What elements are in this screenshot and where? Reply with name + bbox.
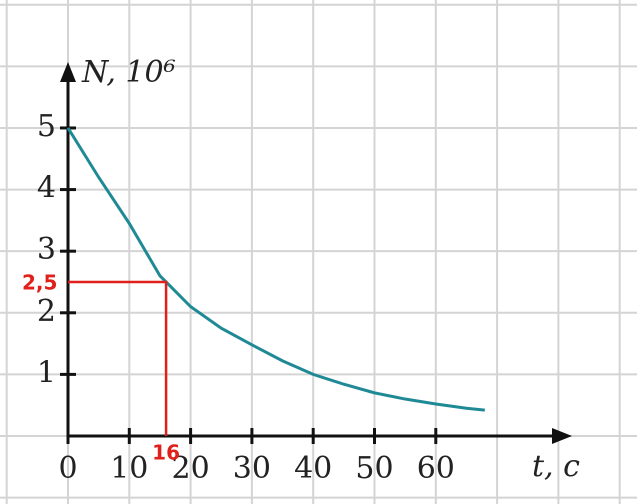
y-tick-label: 1 — [37, 355, 56, 390]
x-tick-label: 10 — [110, 451, 148, 486]
x-axis-arrow — [552, 428, 572, 444]
y-axis-label: N, 10⁶ — [81, 55, 176, 90]
x-tick-label: 50 — [355, 451, 393, 486]
x-tick-label: 40 — [294, 451, 332, 486]
y-tick-label: 4 — [37, 171, 56, 206]
y-tick-label: 2 — [37, 294, 56, 329]
x-tick-label: 0 — [58, 451, 77, 486]
x-tick-label: 20 — [172, 451, 210, 486]
curve — [66, 127, 485, 412]
reading-y-label: 2,5 — [22, 270, 57, 294]
reading-x-label: 16 — [152, 441, 180, 465]
y-axis-arrow — [60, 62, 76, 82]
y-tick-label: 5 — [37, 109, 56, 144]
x-tick-label: 60 — [417, 451, 455, 486]
reading-line — [68, 280, 168, 436]
x-axis-label: t, c — [532, 449, 580, 484]
y-tick-label: 3 — [37, 232, 56, 267]
x-tick-label: 30 — [233, 451, 271, 486]
